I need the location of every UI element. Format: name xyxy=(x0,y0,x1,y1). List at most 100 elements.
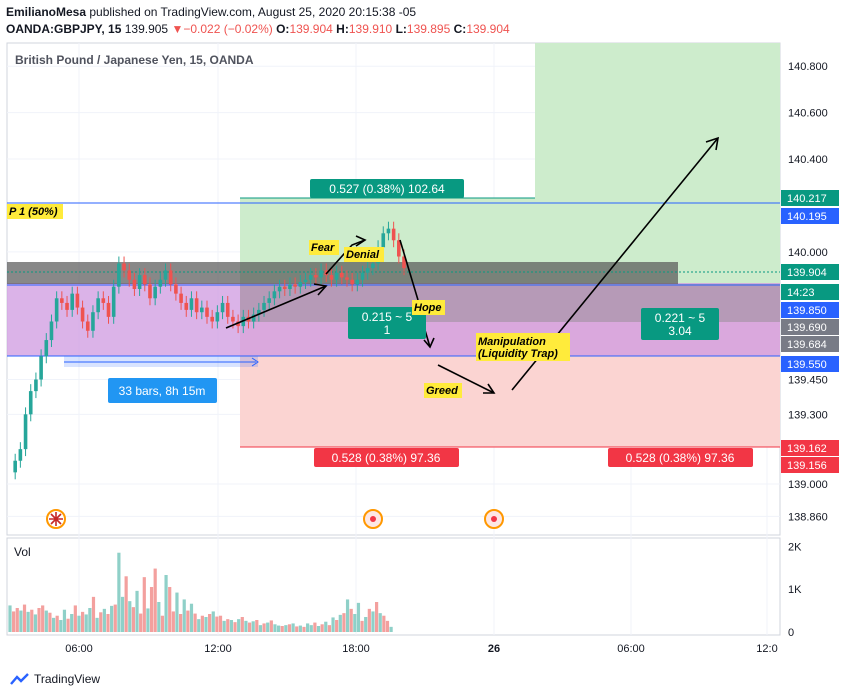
volume-bar xyxy=(226,619,230,632)
ratio-badge-2[interactable] xyxy=(641,308,719,340)
greed-text: Greed xyxy=(426,385,458,397)
price-chart[interactable]: P 1 (50%) 0.527 (0.38%) 102.64 0.528 (0.… xyxy=(0,40,846,670)
candle-body xyxy=(220,302,225,313)
close-label: C: xyxy=(453,22,467,36)
volume-bar xyxy=(200,615,204,632)
target-badge-1[interactable] xyxy=(310,179,464,198)
arrowhead-fear-icon xyxy=(313,283,328,296)
time-axis[interactable]: 06:00 12:00 18:00 26 06:00 12:0 xyxy=(65,643,777,655)
open-value: 139.904 xyxy=(289,22,333,36)
volume-bar xyxy=(26,611,30,632)
price-axis-tag-text: 140.217 xyxy=(787,193,827,205)
volume-bar xyxy=(309,625,313,632)
volume-bar xyxy=(124,576,128,632)
price-axis[interactable]: 140.800 140.600 140.400 140.000 139.450 139.3… xyxy=(788,61,828,523)
volume-bar xyxy=(178,614,183,632)
volume-bar xyxy=(12,611,16,632)
volume-bar xyxy=(324,621,328,632)
volume-bar xyxy=(95,617,99,632)
volume-bar xyxy=(168,587,172,632)
volume-bar xyxy=(88,608,92,632)
price-axis-tag xyxy=(781,264,839,280)
ratio-badge-1-text: 0.215 ~ 5 xyxy=(362,310,413,324)
volume-bar xyxy=(313,622,317,632)
candle-body xyxy=(251,314,256,322)
candle-body xyxy=(319,270,323,278)
volume-bar xyxy=(8,605,12,632)
candle-body xyxy=(236,321,240,327)
volume-bar xyxy=(22,604,27,632)
open-label: O: xyxy=(276,22,290,36)
bars-range-badge[interactable] xyxy=(108,378,217,403)
candle-body xyxy=(179,293,183,303)
volume-tick-label: 2K xyxy=(788,541,802,553)
volume-bar xyxy=(77,615,81,632)
arrow-fear-denial xyxy=(325,239,366,275)
volume-bars xyxy=(8,552,393,632)
candle-body xyxy=(272,291,277,299)
volume-bar xyxy=(153,568,157,632)
price-axis-tag xyxy=(781,284,839,300)
symbol-ohlc-line: OANDA:GBPJPY, 15 139.905 ▼−0.022 (−0.02%… xyxy=(6,22,510,36)
volume-bar xyxy=(15,608,19,632)
price-axis-tag xyxy=(781,302,839,318)
candle-body xyxy=(184,302,189,310)
volume-bar xyxy=(41,605,45,632)
volume-bar xyxy=(240,617,244,632)
ratio-badge-1-qty: 1 xyxy=(384,323,391,337)
candle-body xyxy=(70,293,75,310)
stop-badge-1[interactable] xyxy=(314,448,459,467)
time-tick-label: 06:00 xyxy=(617,643,645,655)
price-tick-label: 139.000 xyxy=(788,479,828,491)
bars-range-text: 33 bars, 8h 15m xyxy=(119,384,206,398)
volume-bar xyxy=(117,552,121,632)
event-marker-dot-icon xyxy=(491,516,497,522)
volume-bar xyxy=(378,613,382,632)
hope-text: Hope xyxy=(414,302,442,314)
author-name[interactable]: EmilianoMesa xyxy=(6,5,87,19)
stop-badge-2[interactable] xyxy=(608,448,753,467)
candle-body xyxy=(117,263,121,287)
volume-bar xyxy=(247,622,252,632)
volume-tick-label: 1K xyxy=(788,584,802,596)
arrow-to-greed xyxy=(437,364,495,394)
candle-body xyxy=(288,284,292,289)
candle-body xyxy=(75,293,80,308)
volume-bar xyxy=(320,624,324,632)
ratio-badge-1[interactable] xyxy=(348,307,426,339)
volume-bar xyxy=(55,615,59,632)
manipulation-tag xyxy=(476,333,570,361)
volume-bar xyxy=(193,613,197,632)
publish-info: EmilianoMesa published on TradingView.co… xyxy=(6,5,416,19)
candle-body xyxy=(334,272,339,280)
stop-badge-1-text: 0.528 (0.38%) 97.36 xyxy=(332,451,441,465)
pivot-tag xyxy=(7,204,63,219)
candle-body xyxy=(54,298,59,322)
volume-bar xyxy=(229,620,234,632)
volume-bar xyxy=(233,622,237,632)
event-markers[interactable] xyxy=(46,509,504,529)
volume-bar xyxy=(19,610,23,632)
price-tick-label: 140.600 xyxy=(788,108,828,120)
candle-body xyxy=(85,321,90,331)
denial-tag xyxy=(344,247,384,262)
candle-body xyxy=(200,307,204,313)
price-axis-tag xyxy=(781,440,839,456)
price-tick-label: 139.300 xyxy=(788,409,828,421)
volume-bar xyxy=(353,614,357,632)
volume-tick-label: 0 xyxy=(788,627,794,639)
volume-bar xyxy=(211,611,215,632)
volume-bar xyxy=(182,599,186,632)
volume-bar xyxy=(371,611,375,632)
candle-body xyxy=(355,279,360,285)
volume-bar xyxy=(146,608,150,632)
candle-body xyxy=(28,391,33,415)
volume-bar xyxy=(186,610,190,632)
ratio-badge-2-qty: 3.04 xyxy=(668,324,692,338)
price-axis-tag xyxy=(781,190,839,206)
volume-bar xyxy=(160,615,165,632)
volume-bar xyxy=(59,620,63,632)
tradingview-footer[interactable]: TradingView xyxy=(10,672,100,686)
volume-bar xyxy=(175,592,179,632)
price-axis-tag xyxy=(781,457,839,473)
